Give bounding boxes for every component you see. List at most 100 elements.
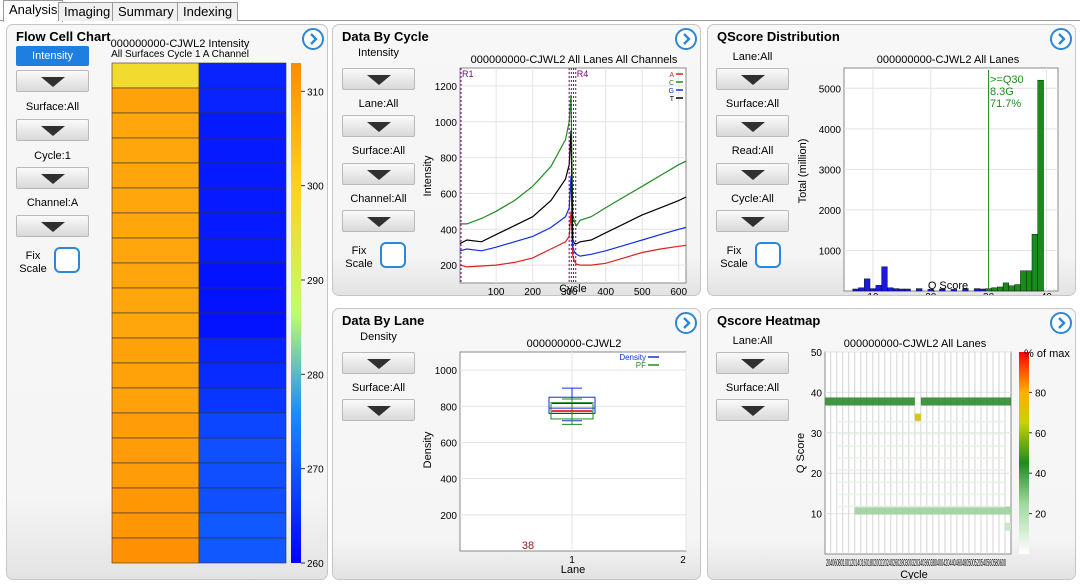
metric-dropdown[interactable] [16,70,89,92]
flowcell-panel: Flow Cell Chart Intensity Surface:All Cy… [6,24,328,580]
cycle-xtick-label: 400 [597,287,614,295]
qscore-read-dropdown[interactable] [716,163,789,185]
heatmap-band [836,469,1005,472]
flowcell-tile [198,187,287,214]
heatmap-colorbar-tick-label: 40 [1035,469,1047,480]
flowcell-tile [198,462,287,489]
lane-ytick-label: 200 [440,511,457,522]
qscore-ytick-label: 2000 [819,206,842,217]
surface-dropdown[interactable] [16,119,89,141]
heatmap-plot-area [824,351,1012,555]
qscore-bar [962,288,969,292]
qscore-bar [858,287,865,292]
chevron-down-icon [40,174,65,184]
lane-tile-count: 38 [522,540,534,552]
flowcell-tile [111,112,200,139]
qscore-ytick-label: 4000 [819,125,842,136]
qscore-bar [864,278,871,292]
cycle-panel: Data By Cycle Intensity Lane:All Surface… [332,24,701,296]
qscore-cycle-dropdown[interactable] [716,210,789,232]
fix-scale-checkbox[interactable] [54,247,80,273]
heatmap-surface-dropdown[interactable] [716,399,789,421]
heatmap-band [854,506,1011,515]
flowcell-tile [111,212,200,239]
tab-summary[interactable]: Summary [112,2,180,21]
cycle-fix-scale-checkbox[interactable] [380,242,406,268]
flowcell-tile [111,137,200,164]
cycle-fix-scale-label: Fix Scale [345,245,373,270]
qscore-fix-scale-checkbox[interactable] [755,242,781,268]
qscore-bar [881,266,888,292]
qscore-ytick-label: 1000 [819,246,842,257]
lane-box [550,402,594,420]
chevron-down-icon [40,222,65,232]
qscore-xtick-label: 20 [925,292,937,295]
qscore-xtick-label: 30 [983,292,995,295]
cycle-xtick-label: 600 [670,287,687,295]
lane-metric-dropdown[interactable] [342,352,415,374]
flowcell-tile [111,462,200,489]
cycle-channel-label: Channel:All [350,193,407,205]
flowcell-tile [111,162,200,189]
flowcell-expand-button[interactable] [302,28,324,50]
lane-xtick-label: 2 [680,555,686,566]
lane-surface-dropdown[interactable] [342,399,415,421]
lane-ytick-label: 1000 [435,366,458,377]
flowcell-tile [111,337,200,364]
chevron-down-icon [366,359,391,369]
chevron-down-icon [366,170,391,180]
heatmap-cbar-title: % of max [1024,348,1070,360]
heatmap-ytick-label: 30 [811,429,823,440]
qscore-cycle-label: Cycle:All [731,193,774,205]
flowcell-tile [198,412,287,439]
flowcell-tile [198,112,287,139]
heatmap-ytick-label: 40 [811,388,823,399]
channel-dropdown[interactable] [16,215,89,237]
flowcell-tile [111,237,200,264]
cycle-ytick-label: 1200 [435,82,458,93]
cycle-legend-label: T [670,96,675,103]
qscore-ytick-label: 5000 [819,84,842,95]
lane-chart: 000000000-CJWL2 1000 800 600 400 200 1 2 Densi… [422,338,687,576]
cycle-channel-dropdown[interactable] [342,210,415,232]
metric-intensity-button[interactable]: Intensity [16,46,89,66]
lane-xlabel: Lane [561,564,585,576]
qscore-chart-title: 000000000-CJWL2 All Lanes [877,54,1020,66]
cycle-expand-button[interactable] [675,28,697,50]
cycle-metric-dropdown[interactable] [342,68,415,90]
tab-imaging[interactable]: Imaging [58,2,117,21]
flowcell-tile [111,187,200,214]
qscore-expand-button[interactable] [1050,28,1072,50]
heatmap-lane-label: Lane:All [732,335,773,347]
tab-analysis[interactable]: Analysis [3,0,64,22]
heatmap-chart: 000000000-CJWL2 All Lanes 50 40 30 20 10 % o… [795,338,1070,579]
qscore-fix-scale-label: Fix Scale [720,245,748,270]
cycle-chart-title: 000000000-CJWL2 All Lanes All Channels [471,54,678,66]
flowcell-tile [111,62,200,89]
chevron-down-icon [740,217,765,227]
qscore-ytick-label: 3000 [819,165,842,176]
cycle-label: Cycle:1 [34,150,71,162]
cycle-ytick-label: 200 [440,261,457,272]
heatmap-lane-dropdown[interactable] [716,352,789,374]
qscore-bar [997,286,1004,292]
cycle-lane-dropdown[interactable] [342,115,415,137]
cycle-surface-dropdown[interactable] [342,163,415,185]
tab-indexing[interactable]: Indexing [177,2,239,21]
heatmap-band [914,413,921,422]
chevron-down-icon [366,75,391,85]
qscore-bar [1025,270,1033,292]
qscore-xlabel: Q Score [928,280,968,292]
qscore-annot-1: >=Q30 [990,74,1024,86]
heatmap-colorbar-tick-label: 20 [1035,510,1047,521]
cycle-xlabel: Cycle [559,283,587,295]
chevron-right-icon [683,317,691,329]
cycle-dropdown[interactable] [16,167,89,189]
heatmap-expand-button[interactable] [1050,312,1072,334]
qscore-lane-dropdown[interactable] [716,68,789,90]
flowcell-tile [198,62,287,89]
qscore-surface-dropdown[interactable] [716,115,789,137]
heatmap-panel: Qscore Heatmap Lane:All Surface:All 0000… [707,308,1076,580]
flowcell-tile [198,512,287,539]
lane-expand-button[interactable] [675,312,697,334]
